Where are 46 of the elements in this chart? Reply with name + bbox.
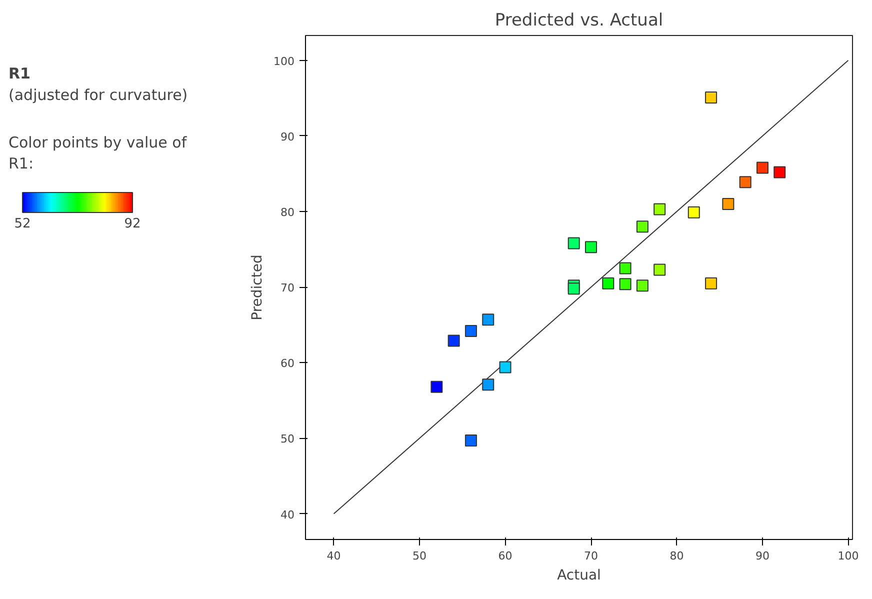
- point: [705, 277, 718, 290]
- x-tick-label: 50: [412, 550, 427, 562]
- point: [568, 282, 580, 295]
- point: [568, 237, 580, 250]
- y-tick-label: 80: [280, 206, 295, 220]
- point: [464, 434, 477, 447]
- point: [722, 198, 734, 210]
- point: [482, 314, 494, 326]
- color-bar-title: Color points by value of R1:: [8, 133, 188, 172]
- point: [448, 334, 460, 347]
- x-axis-title: Actual: [557, 568, 601, 584]
- text: (adjusted for curvature): [8, 86, 188, 104]
- point: [636, 220, 648, 233]
- point: [739, 176, 752, 188]
- x-tick-label: 70: [584, 550, 598, 562]
- y-tick-label: 40: [280, 508, 295, 522]
- point: [654, 264, 666, 276]
- color-bar-label: 92: [124, 216, 141, 232]
- y-tick-label: 100: [274, 54, 295, 68]
- text: R1: [8, 64, 30, 82]
- chart-title: Predicted vs. Actual: [494, 10, 664, 30]
- x-tick-label: 60: [498, 550, 512, 562]
- point: [619, 278, 632, 290]
- point: [602, 277, 614, 290]
- point: [654, 203, 666, 216]
- point: [705, 91, 718, 104]
- point: [756, 162, 768, 174]
- x-tick-label: 80: [670, 550, 684, 562]
- y-tick-label: 50: [280, 432, 295, 446]
- point: [464, 324, 477, 337]
- x-tick-label: 40: [326, 550, 341, 562]
- y-tick-label: 70: [280, 282, 295, 295]
- point: [636, 280, 648, 292]
- point: [774, 166, 786, 178]
- x-tick-label: 100: [838, 550, 859, 562]
- y-tick-label: 90: [280, 130, 295, 144]
- y-axis-title: Predicted: [250, 254, 266, 320]
- point: [430, 380, 443, 393]
- y-tick-label: 60: [280, 357, 295, 370]
- x-tick-label: 90: [755, 550, 770, 562]
- point: [585, 241, 598, 254]
- point: [482, 378, 494, 391]
- point: [688, 206, 700, 218]
- point: [619, 262, 632, 274]
- point: [499, 361, 512, 374]
- color-bar-label: 52: [14, 216, 31, 232]
